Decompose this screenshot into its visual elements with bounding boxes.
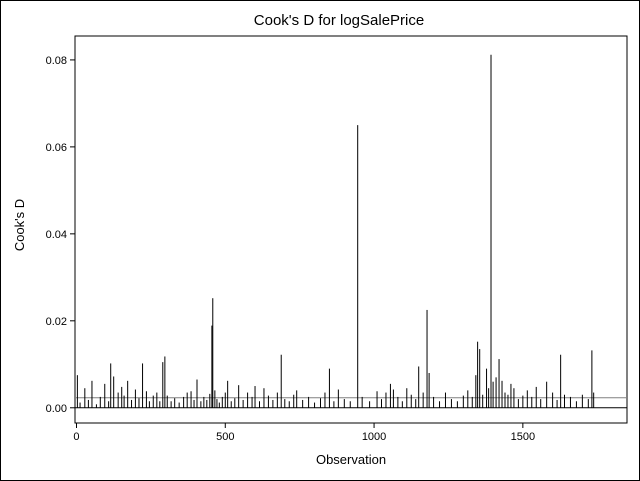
x-tick-label-1: 500	[216, 431, 234, 443]
chart-title: Cook's D for logSalePrice	[254, 12, 424, 29]
x-axis-label: Observation	[316, 452, 386, 467]
x-tick-label-0: 0	[73, 431, 79, 443]
plot-area: 0.00 0.02 0.04 0.06 0.08 0 500 1000 1500	[46, 35, 628, 443]
y-tick-label-1: 0.02	[46, 316, 67, 328]
x-tick-label-3: 1500	[511, 431, 535, 443]
plot-border	[74, 35, 628, 424]
x-tick-label-2: 1000	[362, 431, 386, 443]
y-tick-label-4: 0.08	[46, 55, 67, 67]
y-axis-label: Cook's D	[12, 199, 27, 251]
y-tick-label-2: 0.04	[46, 229, 67, 241]
y-tick-label-3: 0.06	[46, 142, 67, 154]
y-tick-label-0: 0.00	[46, 403, 67, 415]
